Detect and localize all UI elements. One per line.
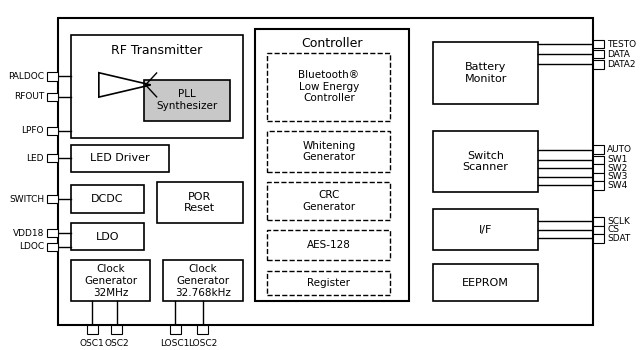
Bar bbox=[47, 93, 58, 101]
Text: CRC
Generator: CRC Generator bbox=[302, 190, 355, 212]
Bar bbox=[593, 181, 604, 190]
Text: LPFO: LPFO bbox=[22, 126, 44, 135]
Text: VDD18: VDD18 bbox=[13, 229, 44, 238]
Text: Register: Register bbox=[307, 278, 350, 288]
Text: AES-128: AES-128 bbox=[307, 240, 351, 250]
FancyBboxPatch shape bbox=[144, 80, 230, 121]
Text: Battery
Monitor: Battery Monitor bbox=[464, 62, 507, 84]
Text: DATA: DATA bbox=[607, 50, 630, 59]
Text: CS: CS bbox=[607, 225, 619, 234]
FancyBboxPatch shape bbox=[267, 230, 390, 260]
Text: SDAT: SDAT bbox=[607, 234, 631, 243]
Text: DCDC: DCDC bbox=[91, 194, 124, 204]
FancyBboxPatch shape bbox=[156, 182, 243, 223]
Text: SW1: SW1 bbox=[607, 155, 628, 164]
Text: EEPROM: EEPROM bbox=[462, 278, 509, 288]
Bar bbox=[593, 173, 604, 181]
Text: DATA2: DATA2 bbox=[607, 60, 636, 69]
Text: SWITCH: SWITCH bbox=[9, 195, 44, 204]
FancyBboxPatch shape bbox=[433, 264, 538, 301]
Text: OSC1: OSC1 bbox=[79, 339, 104, 348]
FancyBboxPatch shape bbox=[58, 19, 593, 325]
FancyBboxPatch shape bbox=[71, 145, 169, 172]
Text: RF Transmitter: RF Transmitter bbox=[111, 44, 203, 57]
Bar bbox=[47, 243, 58, 251]
FancyBboxPatch shape bbox=[433, 42, 538, 104]
Text: POR
Reset: POR Reset bbox=[184, 192, 215, 214]
FancyBboxPatch shape bbox=[255, 29, 409, 301]
Bar bbox=[593, 225, 604, 234]
Text: LDOC: LDOC bbox=[19, 242, 44, 251]
Bar bbox=[47, 195, 58, 203]
Bar bbox=[593, 50, 604, 58]
Bar bbox=[47, 154, 58, 162]
Bar bbox=[593, 40, 604, 48]
Text: Bluetooth®
Low Energy
Controller: Bluetooth® Low Energy Controller bbox=[298, 70, 360, 103]
Bar bbox=[593, 217, 604, 225]
Bar bbox=[197, 325, 208, 334]
Text: Controller: Controller bbox=[301, 37, 363, 50]
Text: SW4: SW4 bbox=[607, 181, 628, 190]
Text: Clock
Generator
32.768kHz: Clock Generator 32.768kHz bbox=[175, 264, 231, 298]
Text: SCLK: SCLK bbox=[607, 217, 630, 226]
Bar bbox=[593, 156, 604, 164]
Bar bbox=[47, 127, 58, 135]
Text: I/F: I/F bbox=[479, 225, 492, 235]
Text: Clock
Generator
32MHz: Clock Generator 32MHz bbox=[84, 264, 137, 298]
Bar bbox=[593, 234, 604, 243]
Text: SW3: SW3 bbox=[607, 173, 628, 181]
Bar bbox=[593, 60, 604, 69]
Bar bbox=[111, 325, 122, 334]
FancyBboxPatch shape bbox=[71, 260, 151, 301]
FancyBboxPatch shape bbox=[267, 52, 390, 121]
Bar bbox=[87, 325, 97, 334]
FancyBboxPatch shape bbox=[267, 271, 390, 295]
FancyBboxPatch shape bbox=[433, 209, 538, 250]
Text: LED Driver: LED Driver bbox=[90, 153, 149, 163]
Text: RFOUT: RFOUT bbox=[14, 92, 44, 102]
Bar bbox=[169, 325, 181, 334]
Text: LOSC1: LOSC1 bbox=[160, 339, 190, 348]
FancyBboxPatch shape bbox=[267, 182, 390, 219]
Bar bbox=[593, 164, 604, 173]
Text: AUTO: AUTO bbox=[607, 145, 632, 154]
Text: LOSC2: LOSC2 bbox=[188, 339, 217, 348]
FancyBboxPatch shape bbox=[71, 186, 144, 213]
Text: LDO: LDO bbox=[96, 232, 119, 242]
Text: OSC2: OSC2 bbox=[104, 339, 129, 348]
FancyBboxPatch shape bbox=[71, 35, 243, 138]
Text: LED: LED bbox=[27, 154, 44, 163]
Text: SW2: SW2 bbox=[607, 164, 628, 173]
Text: PALDOC: PALDOC bbox=[8, 72, 44, 81]
FancyBboxPatch shape bbox=[267, 131, 390, 172]
FancyBboxPatch shape bbox=[433, 131, 538, 192]
Text: Switch
Scanner: Switch Scanner bbox=[463, 151, 508, 173]
FancyBboxPatch shape bbox=[163, 260, 243, 301]
Bar bbox=[47, 229, 58, 237]
FancyBboxPatch shape bbox=[71, 223, 144, 250]
Text: Whitening
Generator: Whitening Generator bbox=[302, 141, 355, 162]
Text: PLL
Synthesizer: PLL Synthesizer bbox=[157, 90, 218, 111]
Bar bbox=[47, 72, 58, 80]
Text: TESTO: TESTO bbox=[607, 40, 637, 49]
Bar bbox=[593, 146, 604, 154]
